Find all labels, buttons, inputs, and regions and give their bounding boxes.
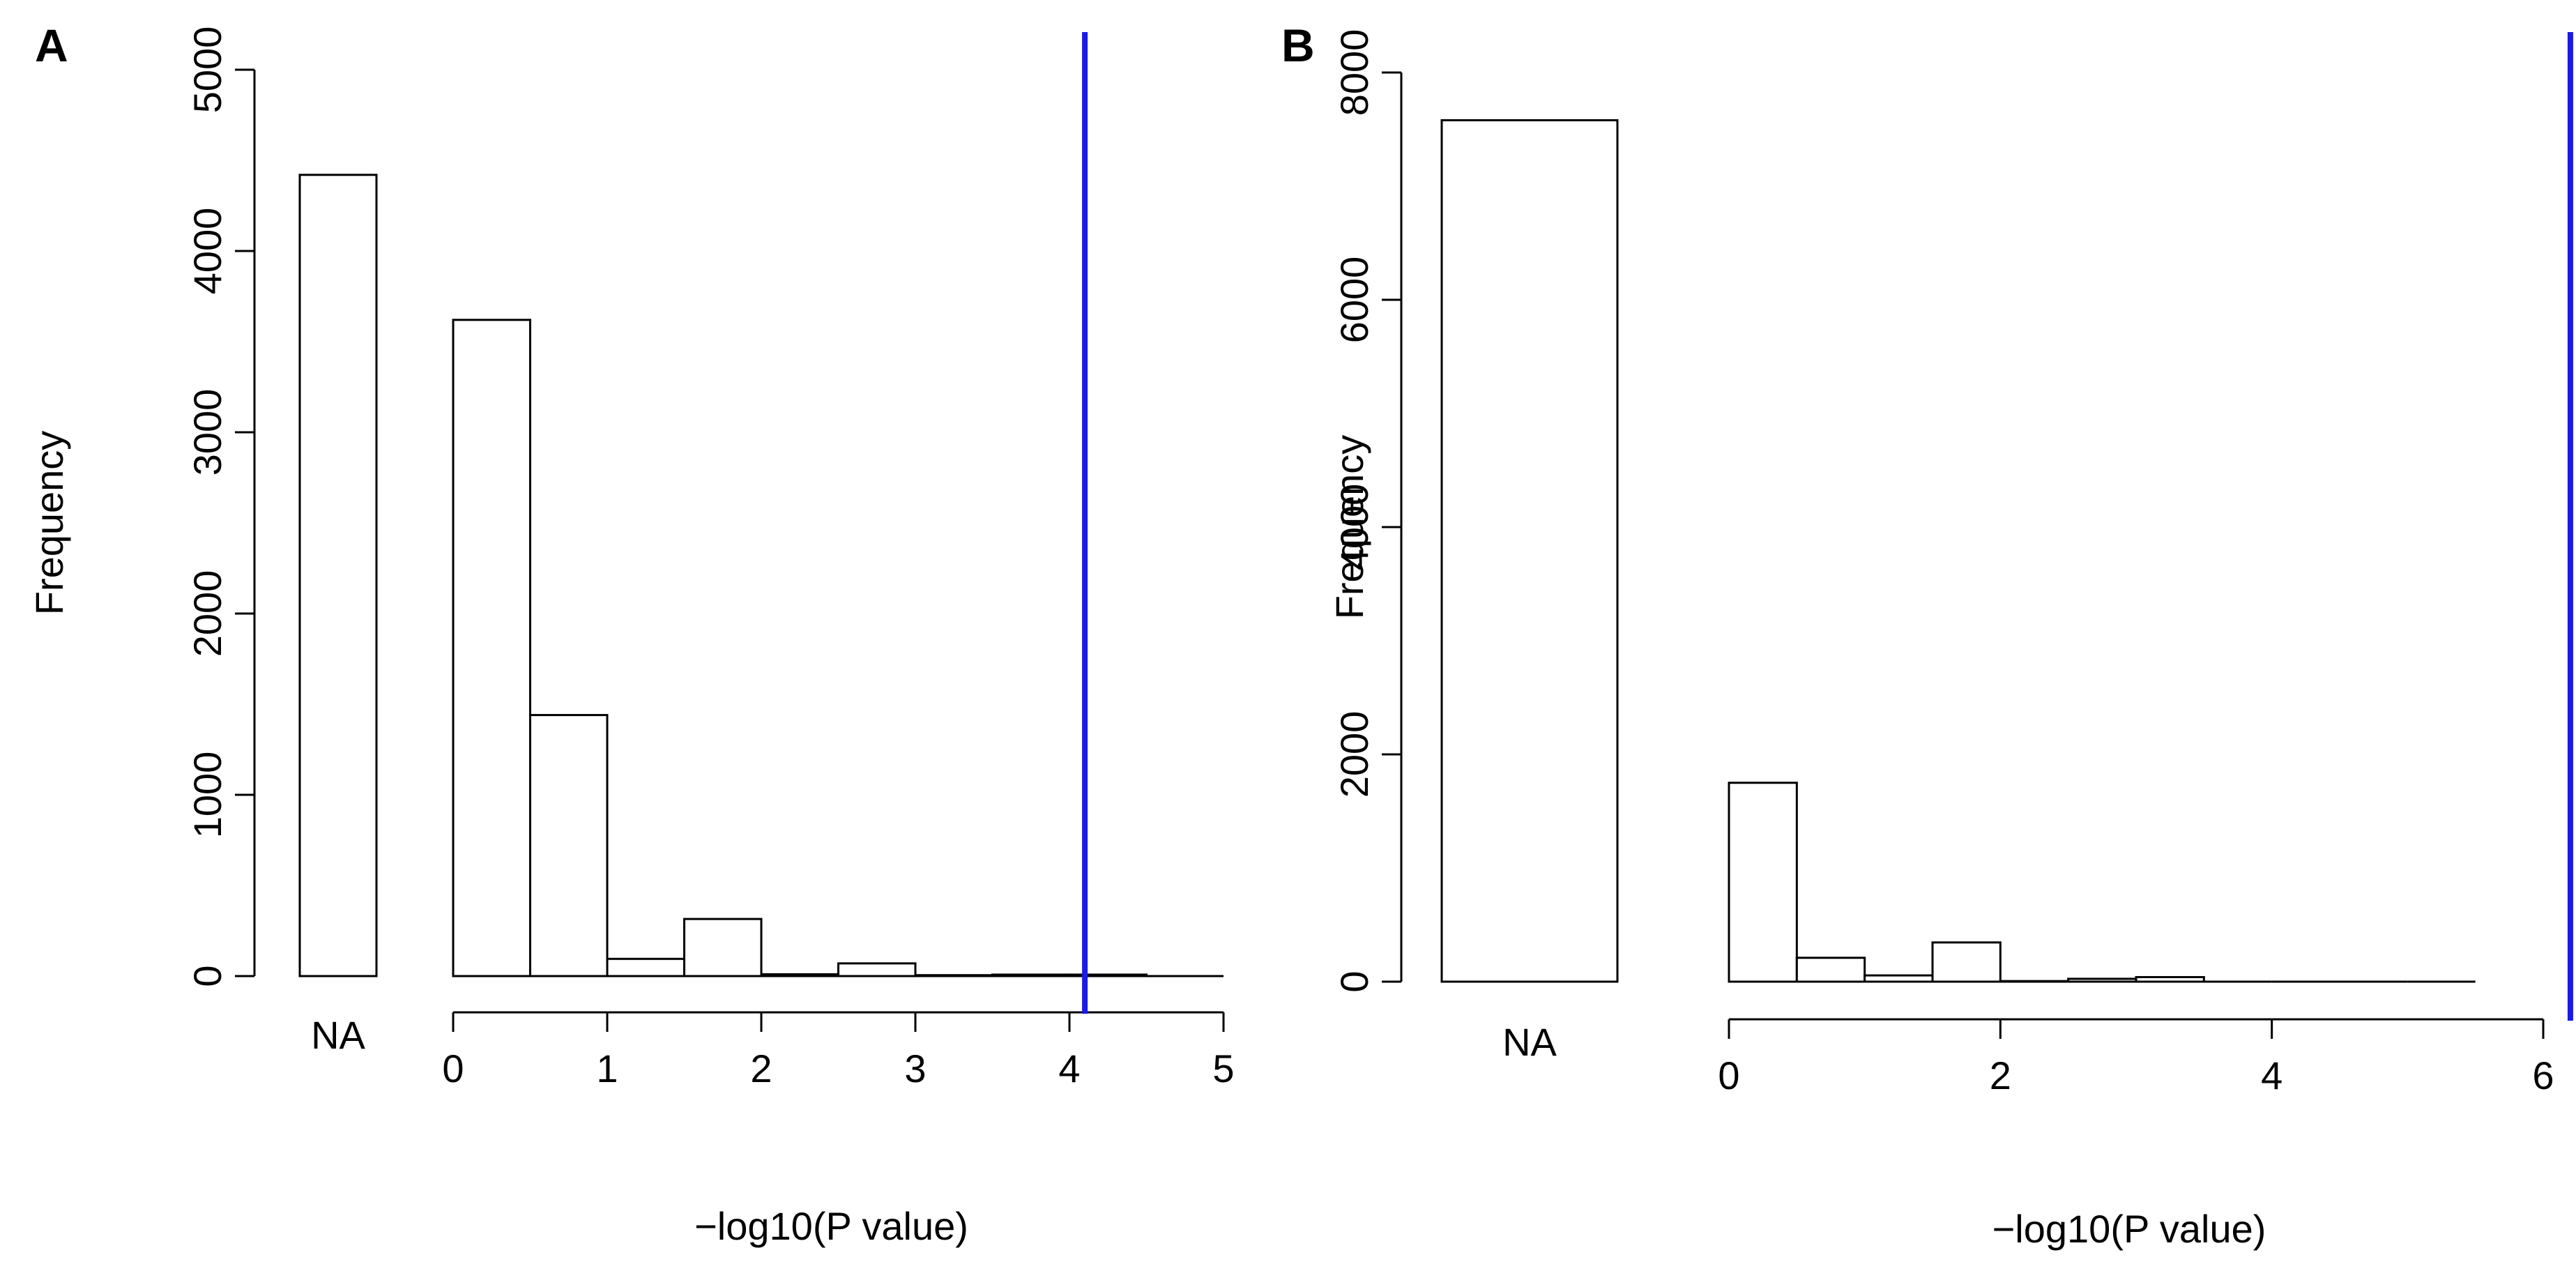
na-bar bbox=[298, 174, 378, 977]
y-tick-label: 6000 bbox=[1332, 257, 1376, 344]
y-tick-label: 2000 bbox=[185, 570, 229, 657]
x-tick-label: 6 bbox=[2532, 1053, 2554, 1097]
y-tick-label: 4000 bbox=[1332, 484, 1376, 571]
x-tick-label: 2 bbox=[1990, 1053, 2011, 1097]
y-tick-label: 4000 bbox=[185, 208, 229, 295]
y-tick-label: 8000 bbox=[1332, 29, 1376, 116]
x-tick-label: 2 bbox=[750, 1047, 772, 1090]
histogram-bar bbox=[837, 962, 917, 977]
histogram-bar bbox=[529, 714, 609, 977]
na-label: NA bbox=[311, 1013, 365, 1057]
y-tick-label: 0 bbox=[1332, 971, 1376, 992]
x-axis-title: −log10(P value) bbox=[1992, 1207, 2266, 1251]
histogram-bar bbox=[683, 918, 763, 977]
histogram-bar bbox=[991, 973, 1071, 977]
histogram-bar bbox=[760, 973, 839, 977]
x-tick-label: 3 bbox=[904, 1047, 926, 1090]
y-tick-label: 5000 bbox=[185, 26, 229, 114]
panel-letter: A bbox=[35, 20, 68, 71]
y-tick-label: 2000 bbox=[1332, 711, 1376, 798]
histogram-bar bbox=[914, 974, 993, 977]
y-axis-title: Frequency bbox=[27, 431, 71, 616]
x-axis-title: −log10(P value) bbox=[694, 1204, 968, 1248]
panel-a-histogram: A 0 1000 2000 3000 4000 5000 Frequency 0 1 2 3 4 5 NA −… bbox=[27, 20, 1235, 1248]
y-tick-label: 0 bbox=[185, 965, 229, 987]
y-tick-label: 1000 bbox=[185, 752, 229, 839]
histogram-bar bbox=[1864, 974, 1934, 983]
x-tick-label: 0 bbox=[1718, 1053, 1739, 1097]
histogram-bar bbox=[2067, 977, 2137, 983]
histogram-bar bbox=[452, 319, 531, 977]
histogram-bar bbox=[1728, 782, 1798, 983]
histogram-bar bbox=[1931, 941, 2002, 983]
x-tick-label: 0 bbox=[442, 1047, 464, 1090]
x-tick-label: 4 bbox=[1058, 1047, 1080, 1090]
histogram-bar bbox=[1795, 957, 1866, 983]
histogram-bar bbox=[2135, 975, 2205, 983]
y-axis-title: Frequency bbox=[1327, 435, 1371, 620]
histogram-bar bbox=[1068, 973, 1148, 977]
y-tick-label: 3000 bbox=[185, 389, 229, 476]
na-label: NA bbox=[1502, 1020, 1557, 1064]
panel-letter: B bbox=[1281, 20, 1315, 71]
histogram-bar bbox=[1999, 980, 2070, 983]
panel-b-histogram: B 0 2000 4000 6000 8000 Frequency 0 2 4 6 NA −log10(… bbox=[1281, 20, 2573, 1251]
x-tick-label: 5 bbox=[1212, 1047, 1234, 1090]
na-bar bbox=[1440, 119, 1619, 983]
histogram-bar bbox=[606, 957, 685, 977]
x-tick-label: 1 bbox=[596, 1047, 618, 1090]
x-tick-label: 4 bbox=[2261, 1053, 2282, 1097]
